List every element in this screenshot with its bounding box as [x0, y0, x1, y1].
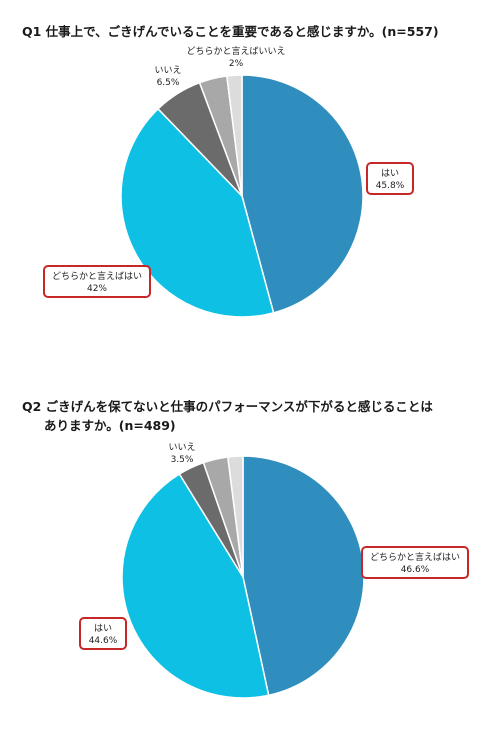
slice-category-label: いいえ: [168, 442, 195, 453]
slice-category-label: はい: [94, 623, 112, 634]
slice-label-q2-2: はい 44.6%: [79, 617, 127, 650]
slice-value-label: 46.6%: [401, 565, 430, 575]
slice-category-label: どちらかと言えばいいえ: [186, 45, 285, 57]
chart-title-q2: Q2 ごきげんを保てないと仕事のパフォーマンスが下がると感じることは ありますか…: [22, 397, 492, 435]
pie-slice-q2-5: [226, 455, 244, 578]
pie-slice-q2-2: [121, 472, 270, 699]
pie-chart-q2: どちらかと言えばはい 46.6% はい 44.6% いいえ 3.5%: [79, 442, 469, 699]
chart-title-q1: Q1 仕事上で、ごきげんでいることを重要であると感じますか。(n=557): [22, 24, 439, 39]
slice-category-label: どちらかと言えばはい: [370, 551, 460, 563]
slice-label-q1-3: いいえ 6.5%: [154, 65, 181, 88]
slice-value-label: 44.6%: [89, 636, 118, 646]
highlight-box: [43, 265, 151, 298]
slice-category-label: はい: [381, 168, 399, 179]
slice-value-label: 3.5%: [171, 455, 194, 465]
highlight-box: [79, 617, 127, 650]
slice-value-label: 45.8%: [376, 181, 405, 191]
slice-value-label: 2%: [229, 59, 244, 69]
pie-chart-q1: はい 45.8% どちらかと言えばはい 42% いいえ 6.5% どちらかと言えばいいえ 2%: [43, 45, 414, 318]
slice-category-label: どちらかと言えばはい: [52, 270, 142, 282]
highlight-box: [361, 546, 469, 579]
slice-category-label: いいえ: [154, 65, 181, 76]
slice-label-q1-2: どちらかと言えばはい 42%: [43, 265, 151, 298]
chart-title-q2-line2: ありますか。(n=489): [44, 418, 176, 433]
highlight-box: [366, 162, 414, 195]
slice-label-q2-3: いいえ 3.5%: [168, 442, 195, 465]
chart-title-q2-line1: Q2 ごきげんを保てないと仕事のパフォーマンスが下がると感じることは: [22, 399, 433, 414]
pie-slice-q1-5: [225, 74, 243, 197]
slice-value-label: 6.5%: [157, 78, 180, 88]
pie-slice-q1-1: [241, 74, 364, 314]
slice-label-q1-5: どちらかと言えばいいえ 2%: [186, 45, 285, 69]
slice-label-q2-1: どちらかと言えばはい 46.6%: [361, 546, 469, 579]
slice-value-label: 42%: [87, 284, 107, 294]
slice-label-q1-1: はい 45.8%: [366, 162, 414, 195]
pie-slice-q1-2: [120, 107, 275, 318]
